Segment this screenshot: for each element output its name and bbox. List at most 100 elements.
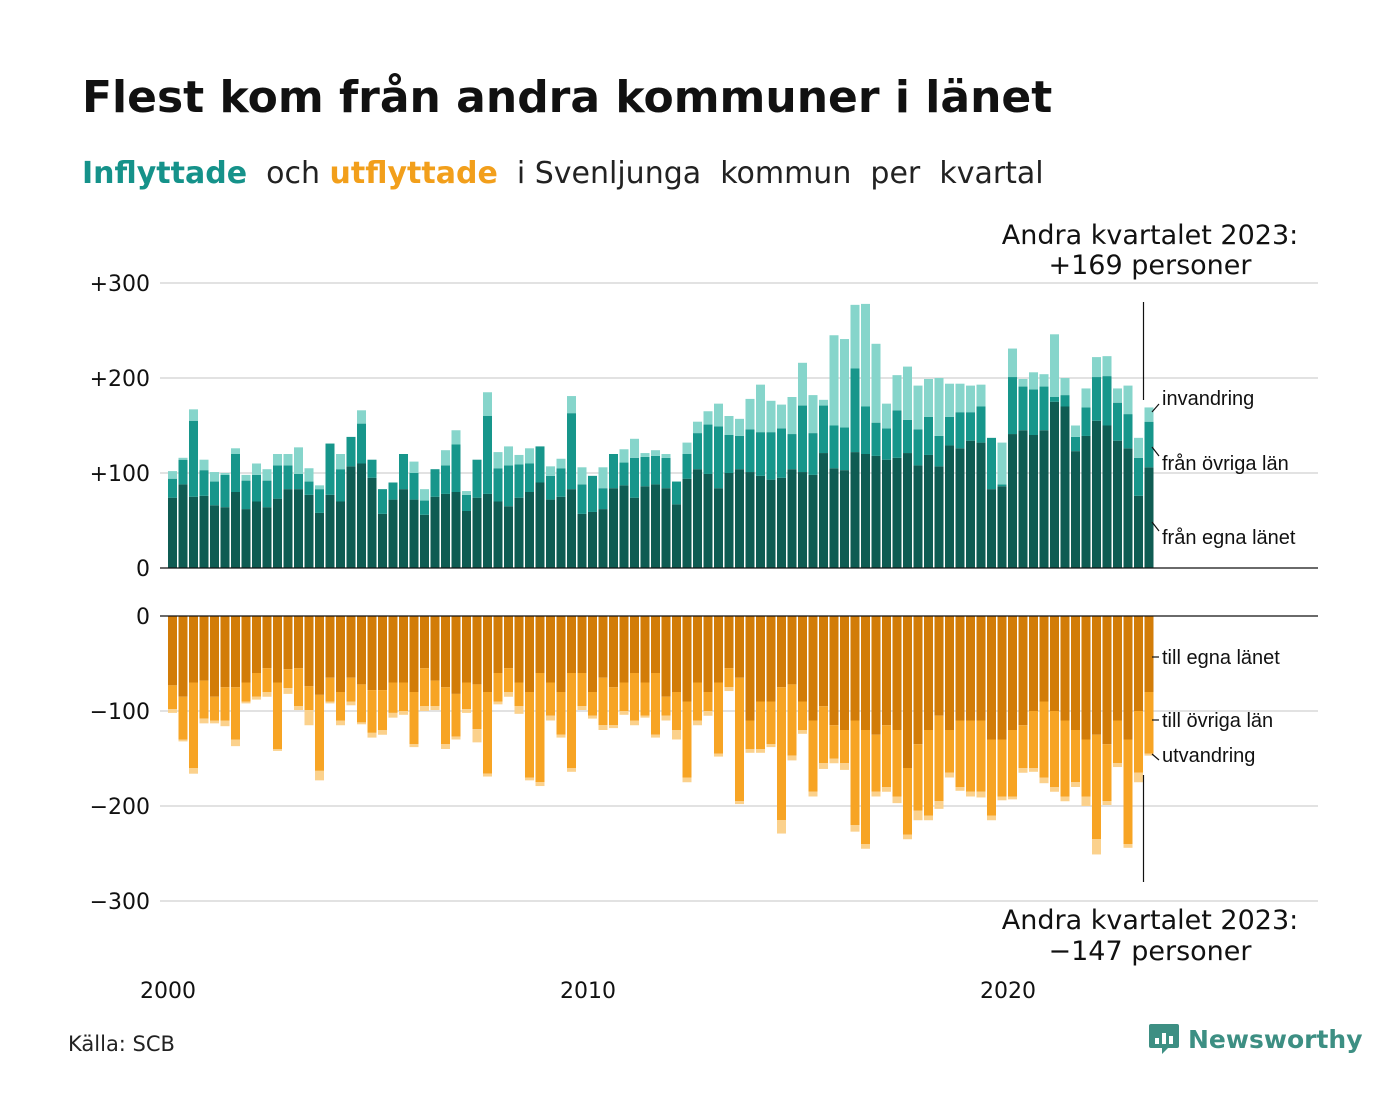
bar-in-invandring [1060,378,1070,396]
bar-out-utvandring [1081,796,1091,806]
bar-out-ovriga [819,706,828,764]
bar-out-ovriga [199,680,209,719]
legend-label-top: från övriga län [1162,453,1289,475]
bar-out-ovriga [1008,730,1017,797]
y-tick-label-top: +200 [90,367,150,392]
bar-out-ovriga [693,682,702,721]
bar-in-invandring [357,410,366,424]
bar-out-egna [976,616,986,721]
bar-in-egna [924,454,933,568]
bar-out-utvandring [966,791,975,797]
bar-in-invandring [745,398,755,430]
bar-out-egna [661,616,671,697]
bar-in-invandring [682,442,692,454]
bar-out-utvandring [913,810,923,821]
bar-out-ovriga [871,734,881,792]
bar-out-ovriga [409,692,419,745]
bar-in-ovriga [273,465,282,499]
bar-in-egna [588,511,597,568]
bar-out-utvandring [357,722,366,725]
bar-out-egna [756,616,765,702]
bar-out-egna [1029,616,1038,711]
bar-in-invandring [630,438,639,458]
bar-out-ovriga [588,692,597,716]
bar-out-utvandring [693,720,702,726]
bar-out-egna [913,616,923,745]
bar-out-egna [1092,616,1101,735]
bar-in-invandring [409,461,419,473]
bar-out-utvandring [378,730,387,735]
bar-out-egna [1144,616,1154,692]
bar-out-ovriga [241,682,251,702]
bar-in-egna [1018,430,1028,568]
bar-in-ovriga [819,405,828,454]
bar-in-ovriga [672,481,681,505]
bar-out-egna [231,616,240,688]
bar-in-invandring [619,449,629,463]
bar-in-invandring [640,453,650,457]
bar-out-egna [787,616,797,685]
bar-in-ovriga [1039,386,1049,431]
bar-out-utvandring [672,730,681,740]
bar-out-utvandring [661,715,671,721]
bar-out-utvandring [1050,787,1059,792]
bar-out-utvandring [273,749,282,751]
bar-in-invandring [808,395,818,434]
bar-out-egna [724,616,734,669]
bar-in-invandring [504,446,513,466]
x-tick-label: 2000 [140,979,196,1000]
bar-in-invandring [451,430,461,445]
bar-out-ovriga [840,730,849,764]
bar-in-ovriga [315,489,324,513]
bar-in-invandring [1102,356,1112,377]
bar-in-egna [525,492,534,568]
bar-in-egna [777,477,786,568]
bar-in-egna [1050,401,1059,568]
bar-in-egna [483,493,492,568]
bar-out-ovriga [451,693,461,737]
bar-out-ovriga [168,685,177,710]
bar-out-utvandring [903,834,912,840]
bar-in-invandring [546,466,555,476]
bar-in-ovriga [703,424,713,474]
bar-out-utvandring [283,688,293,694]
bar-in-ovriga [840,427,849,471]
bar-out-ovriga [913,744,923,811]
bar-in-invandring [1050,334,1059,397]
bar-out-egna [493,616,503,673]
bar-out-utvandring [462,709,471,713]
bar-in-egna [703,473,713,568]
bar-in-egna [682,478,692,568]
bar-out-utvandring [682,777,692,783]
bar-in-ovriga [1102,376,1112,426]
bar-out-utvandring [588,715,597,719]
bar-out-ovriga [861,730,870,844]
bar-in-ovriga [409,473,419,500]
bar-in-ovriga [934,435,944,467]
bar-in-ovriga [745,429,755,473]
bar-out-utvandring [892,796,902,804]
bar-in-egna [577,513,587,568]
bar-in-ovriga [598,488,608,510]
bar-out-ovriga [472,684,482,730]
bar-out-ovriga [934,715,944,802]
bar-out-egna [766,616,776,702]
bar-out-utvandring [861,844,870,849]
bar-out-ovriga [577,673,587,707]
migration-chart: +300 +200 +100 0 0 −100 −200 −300 2000 2010 2020 An… [90,220,1318,1000]
bar-out-utvandring [1071,782,1080,787]
bar-out-ovriga [724,668,734,688]
bar-in-invandring [283,454,293,466]
bar-in-egna [430,496,440,568]
bar-in-egna [598,509,608,568]
bar-in-ovriga [1144,421,1154,468]
bar-in-egna [388,499,398,568]
bar-out-ovriga [882,725,891,787]
bar-out-ovriga [735,677,744,802]
bar-in-ovriga [619,462,629,486]
bar-out-egna [577,616,587,673]
bar-in-egna [504,506,513,568]
bar-out-egna [1039,616,1049,702]
bar-out-utvandring [231,739,240,747]
bar-out-utvandring [724,687,734,692]
